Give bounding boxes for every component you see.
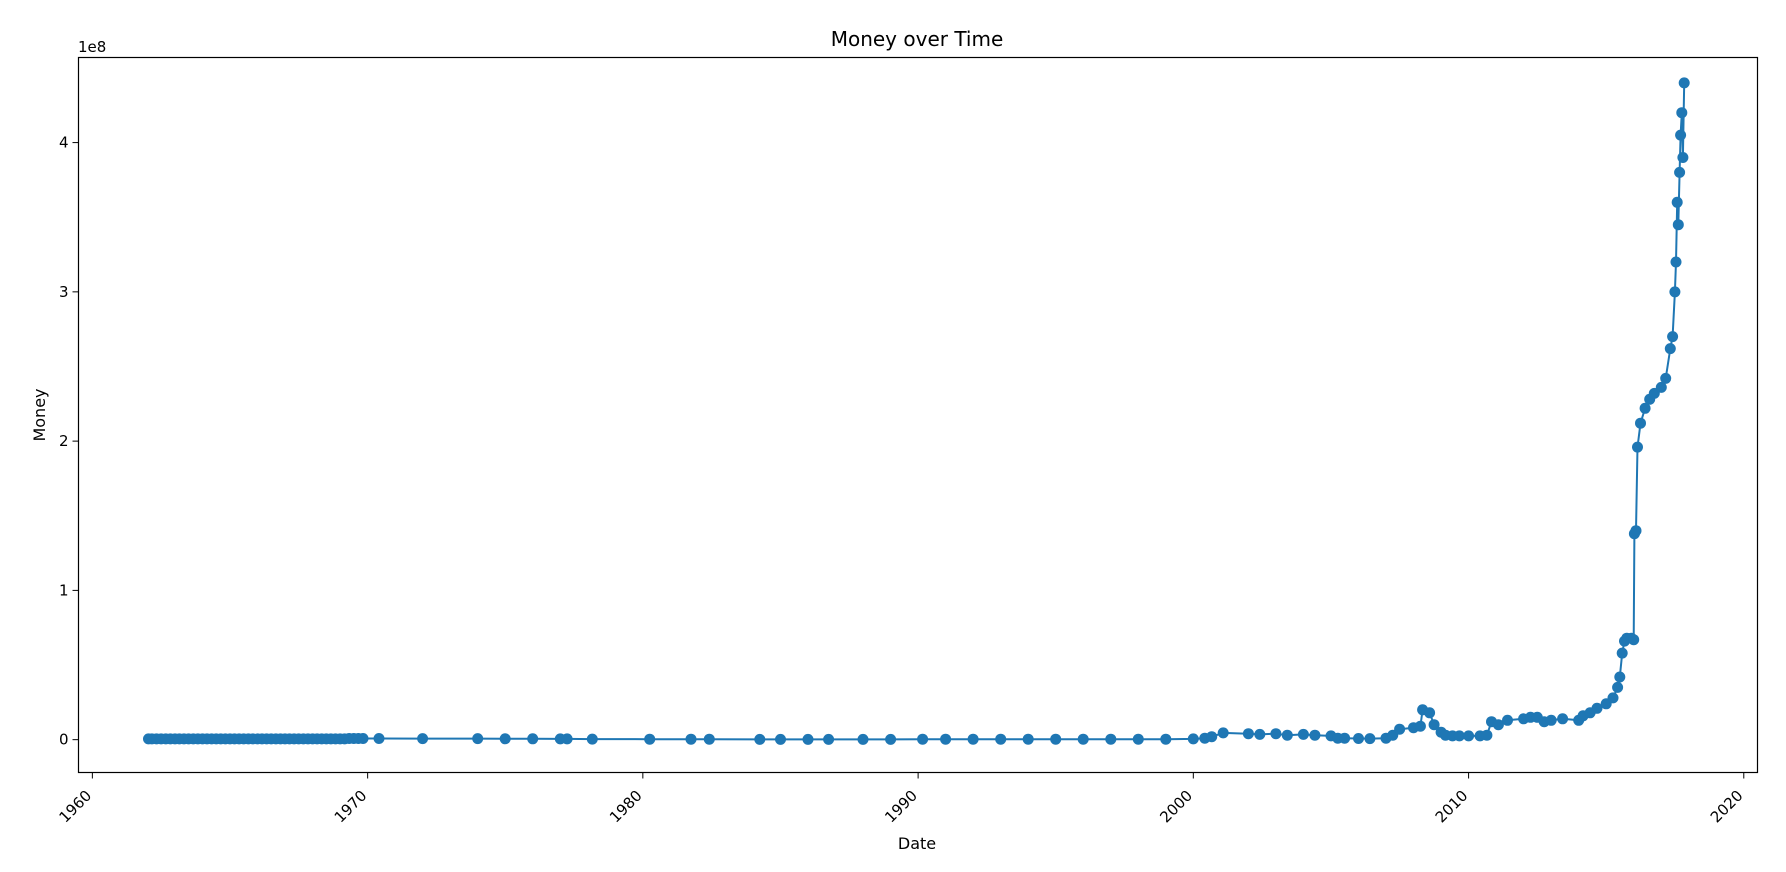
- data-point: [1612, 681, 1624, 693]
- x-tick-label: 1970: [331, 787, 371, 827]
- series-layer: [143, 77, 1690, 745]
- data-point: [823, 733, 835, 745]
- x-tick-label: 1990: [881, 787, 921, 827]
- data-point: [775, 733, 786, 745]
- data-point: [1591, 702, 1603, 714]
- data-point: [1254, 728, 1266, 740]
- data-point: [1353, 733, 1364, 744]
- data-point: [417, 733, 429, 745]
- data-point: [1614, 671, 1626, 683]
- data-point: [1424, 707, 1436, 719]
- data-point: [1655, 381, 1667, 393]
- data-point: [373, 733, 385, 744]
- data-point: [685, 733, 697, 745]
- data-point: [1635, 417, 1646, 429]
- data-point: [703, 733, 715, 745]
- data-point: [1632, 441, 1643, 453]
- y-tick-label: 0: [59, 731, 69, 749]
- data-point: [1492, 719, 1504, 731]
- data-point: [357, 733, 369, 744]
- y-offset-label: 1e8: [78, 38, 106, 56]
- data-point: [1670, 256, 1682, 268]
- data-point: [499, 733, 511, 745]
- data-point: [1050, 733, 1062, 745]
- data-point: [1309, 729, 1321, 741]
- y-tick-label: 3: [59, 283, 69, 301]
- y-axis-ticks: 0 1 2 3 4: [59, 134, 79, 749]
- data-point: [1677, 152, 1689, 163]
- data-point: [1674, 166, 1686, 178]
- data-point: [586, 733, 598, 745]
- data-point: [1669, 286, 1681, 298]
- data-point: [1281, 729, 1293, 741]
- data-point: [1297, 728, 1309, 740]
- data-point: [1453, 730, 1465, 742]
- data-point: [1676, 107, 1688, 119]
- data-point: [1187, 733, 1199, 745]
- data-point: [1607, 692, 1619, 704]
- data-point: [1339, 732, 1351, 744]
- data-point: [1394, 723, 1406, 735]
- series-line: [148, 82, 1686, 741]
- data-point: [1675, 129, 1687, 141]
- data-point: [1206, 731, 1218, 743]
- x-tick-label: 2000: [1156, 787, 1196, 827]
- data-point: [1217, 727, 1229, 739]
- data-point: [1077, 733, 1089, 745]
- x-axis-ticks: 1960 1970 1980 1990 2000 2010 2020: [55, 772, 1747, 827]
- chart-title: Money over Time: [831, 27, 1004, 51]
- y-tick-label: 1: [59, 581, 69, 599]
- x-tick-label: 2010: [1432, 787, 1472, 827]
- data-point: [995, 733, 1007, 745]
- data-point: [1557, 713, 1569, 725]
- data-point: [1132, 733, 1144, 745]
- data-point: [1502, 714, 1513, 726]
- data-point: [857, 733, 869, 745]
- plot-frame: [77, 56, 1759, 774]
- x-tick-label: 1960: [55, 787, 95, 827]
- y-axis-label: Money: [30, 388, 49, 441]
- data-point: [1105, 733, 1117, 745]
- data-point: [1414, 720, 1426, 732]
- x-tick-label: 2020: [1707, 787, 1747, 827]
- data-point: [917, 733, 929, 745]
- data-point: [527, 733, 539, 745]
- data-point: [885, 733, 897, 745]
- data-point: [644, 733, 656, 745]
- data-point: [1660, 372, 1672, 384]
- data-point: [754, 733, 766, 745]
- data-point: [1628, 634, 1640, 646]
- data-point: [802, 733, 814, 745]
- data-point: [1022, 733, 1034, 745]
- data-point: [1678, 77, 1690, 89]
- data-point: [1616, 647, 1628, 659]
- data-point: [1664, 343, 1676, 355]
- data-point: [1545, 714, 1557, 726]
- data-point: [1639, 402, 1651, 414]
- data-point: [1160, 733, 1172, 745]
- x-axis-label: Date: [898, 834, 936, 853]
- data-point: [1671, 196, 1683, 208]
- data-point: [1364, 733, 1376, 745]
- data-point: [472, 733, 484, 745]
- data-point: [1428, 719, 1440, 731]
- x-tick-label: 1980: [606, 787, 646, 827]
- data-point: [940, 733, 952, 745]
- data-point: [1270, 728, 1282, 740]
- data-point: [561, 733, 573, 745]
- data-point: [1481, 729, 1493, 741]
- data-point: [1242, 728, 1254, 740]
- data-point: [1672, 219, 1684, 231]
- y-tick-label: 4: [59, 134, 69, 152]
- data-point: [1630, 525, 1642, 537]
- y-tick-label: 2: [59, 432, 69, 450]
- data-point: [967, 733, 979, 745]
- data-point: [1667, 331, 1679, 343]
- data-point: [1463, 730, 1475, 742]
